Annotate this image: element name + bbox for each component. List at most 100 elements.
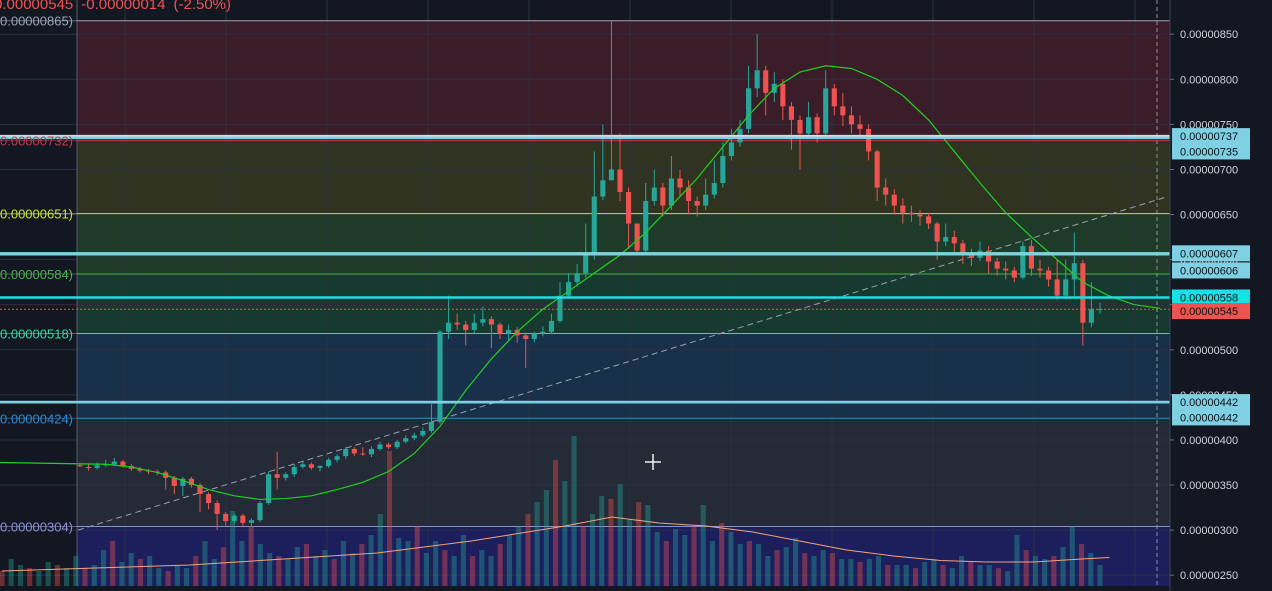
- volume-bar: [460, 535, 466, 586]
- candle: [266, 471, 272, 505]
- candle: [411, 432, 417, 440]
- candle-body: [694, 201, 700, 206]
- candle: [694, 196, 700, 217]
- candle-body: [866, 128, 872, 152]
- volume-bar: [599, 496, 605, 586]
- candle: [308, 462, 314, 470]
- volume-bar: [137, 559, 143, 586]
- candle-body: [420, 430, 426, 436]
- candle-body: [540, 331, 546, 334]
- volume-bar: [285, 559, 291, 586]
- price-tag: 0.00000737: [1180, 131, 1238, 143]
- volume-bar: [949, 568, 955, 586]
- volume-bar: [608, 499, 614, 586]
- volume-bar: [589, 514, 596, 586]
- candle: [720, 142, 726, 188]
- candle-body: [463, 324, 469, 330]
- volume-bar: [986, 565, 992, 586]
- candle-body: [394, 441, 400, 448]
- volume-bar: [866, 559, 872, 586]
- candle-body: [600, 180, 606, 197]
- volume-bar: [1032, 556, 1038, 586]
- candle-body: [1054, 279, 1060, 296]
- volume-bar: [331, 559, 337, 586]
- candle-body: [188, 478, 194, 486]
- crosshair-cursor-icon: [645, 454, 661, 470]
- fib-band: [77, 333, 1170, 419]
- axis-tick-label: 0.00000850: [1180, 29, 1238, 41]
- candle-body: [1080, 263, 1086, 323]
- candle-body: [677, 178, 683, 188]
- candle-body: [137, 468, 143, 471]
- candle: [891, 189, 897, 215]
- price-tag-bg: [1172, 245, 1250, 262]
- axis-tick-label: 0.00000250: [1180, 570, 1238, 582]
- candle-body: [780, 83, 786, 107]
- candle-body: [651, 187, 657, 202]
- candle-body: [763, 70, 769, 93]
- volume-bar: [1051, 556, 1057, 586]
- candle: [840, 92, 846, 127]
- axis-tick-label: 0.00000800: [1180, 74, 1238, 86]
- candle: [668, 155, 674, 211]
- candle-body: [86, 466, 92, 468]
- candle: [874, 149, 880, 202]
- candle-body: [1046, 270, 1052, 280]
- candle-body: [797, 119, 803, 134]
- candle-body: [566, 282, 572, 296]
- volume-bar: [17, 565, 24, 586]
- candle-body: [908, 212, 914, 215]
- candle-body: [300, 464, 306, 467]
- horizontal-lines[interactable]: [0, 134, 1170, 404]
- volume-bar: [1088, 553, 1094, 586]
- candle-body: [583, 255, 589, 274]
- candle: [326, 457, 332, 468]
- volume-bar: [27, 568, 33, 586]
- candle: [437, 329, 443, 424]
- candle: [643, 182, 649, 253]
- candle-body: [617, 169, 623, 193]
- candle: [291, 464, 297, 477]
- volume-bar: [580, 526, 586, 586]
- candle-body: [248, 520, 254, 523]
- volume-bar: [746, 541, 752, 586]
- volume-bar: [534, 502, 540, 586]
- price-tag: 0.00000442: [1180, 397, 1238, 409]
- candle: [831, 83, 837, 116]
- candle: [857, 115, 863, 136]
- fib-level-label: 0.00000584): [0, 267, 73, 282]
- candle: [960, 239, 966, 265]
- volume-bar: [220, 547, 227, 586]
- candle: [257, 501, 263, 522]
- candle-body: [368, 448, 374, 455]
- volume-bar: [1014, 535, 1020, 586]
- candle: [591, 151, 597, 260]
- volume-bar: [792, 538, 799, 586]
- volume-bar: [709, 541, 716, 586]
- volume-moving-average: [1, 516, 1110, 572]
- candle-body: [437, 331, 443, 422]
- candle: [171, 476, 177, 495]
- candle: [711, 160, 717, 199]
- volume-bar: [73, 556, 79, 586]
- candle-body: [377, 444, 383, 449]
- volume-bar: [700, 505, 706, 586]
- candle: [926, 212, 932, 229]
- volume-bar: [663, 541, 669, 586]
- candle-body: [814, 117, 820, 134]
- volume-bar: [543, 490, 549, 586]
- candle-body: [326, 459, 332, 467]
- volume-bar: [110, 541, 116, 586]
- candle: [394, 439, 400, 449]
- candle: [377, 441, 383, 451]
- candle: [848, 106, 854, 134]
- price-tag-bg: [1172, 262, 1250, 279]
- fib-band: [77, 274, 1170, 334]
- candle-body: [900, 205, 906, 213]
- volume-bar: [248, 526, 254, 586]
- candle: [968, 248, 974, 266]
- candle: [780, 79, 786, 120]
- candle: [1080, 259, 1086, 346]
- candle-body: [266, 474, 272, 504]
